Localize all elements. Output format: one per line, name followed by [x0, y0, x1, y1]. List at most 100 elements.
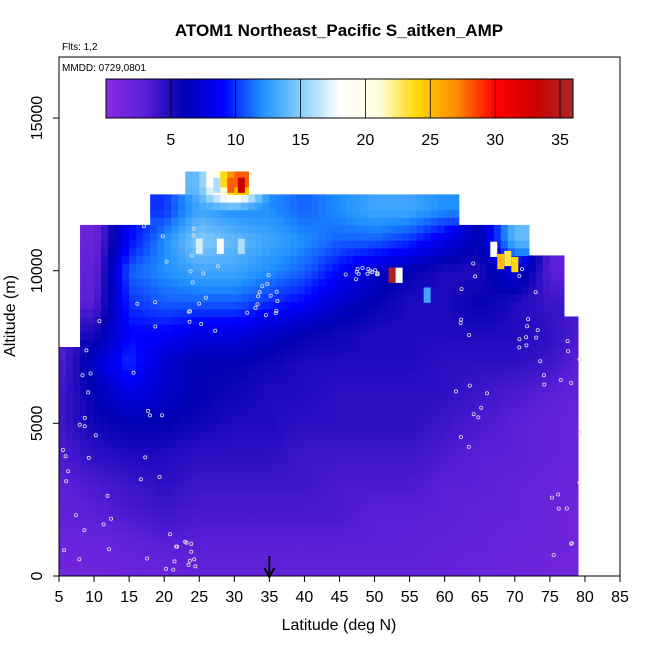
heatmap-cell	[402, 446, 411, 455]
heatmap-cell	[206, 209, 214, 218]
heatmap-cell	[304, 530, 313, 539]
heatmap-cell	[423, 522, 432, 531]
heatmap-cell	[248, 308, 256, 318]
heatmap-cell	[563, 507, 572, 516]
heatmap-cell	[262, 316, 270, 325]
heatmap-cell	[493, 553, 502, 562]
heatmap-cell	[528, 476, 537, 486]
heatmap-cell	[346, 331, 355, 340]
heatmap-cell	[500, 537, 509, 547]
heatmap-cell	[507, 240, 516, 249]
heatmap-cell	[262, 453, 270, 463]
heatmap-cell	[150, 469, 158, 478]
heatmap-cell	[444, 430, 453, 440]
heatmap-cell	[227, 362, 235, 371]
heatmap-cell	[332, 331, 341, 340]
heatmap-cell	[87, 438, 95, 447]
heatmap-cell	[339, 324, 348, 333]
heatmap-cell	[206, 423, 214, 432]
heatmap-cell	[472, 423, 481, 432]
heatmap-cell	[80, 362, 88, 371]
heatmap-cell	[353, 339, 362, 348]
heatmap-cell	[157, 255, 165, 264]
heatmap-cell	[444, 263, 453, 272]
heatmap-cell	[255, 392, 263, 402]
heatmap-cell	[234, 492, 242, 501]
heatmap-cell	[360, 423, 369, 432]
heatmap-cell	[472, 362, 481, 371]
heatmap-cell	[262, 232, 270, 241]
heatmap-cell	[374, 362, 383, 371]
heatmap-cell	[248, 240, 256, 249]
heatmap-cell	[262, 560, 270, 569]
heatmap-cell	[129, 530, 137, 539]
heatmap-cell	[374, 469, 383, 478]
heatmap-cell	[437, 568, 446, 576]
heatmap-cell	[227, 270, 235, 279]
heatmap-cell	[339, 308, 348, 318]
heatmap-cell	[297, 476, 306, 486]
heatmap-cell	[465, 514, 474, 524]
heatmap-cell	[346, 438, 355, 447]
heatmap-cell	[374, 560, 383, 569]
heatmap-cell	[276, 354, 284, 363]
heatmap-cell	[318, 209, 327, 218]
heatmap-cell	[262, 484, 270, 493]
heatmap-cell	[437, 293, 446, 302]
heatmap-cell	[423, 545, 432, 554]
heatmap-cell	[451, 545, 460, 554]
heatmap-cell	[479, 278, 488, 287]
heatmap-cell	[227, 385, 235, 394]
heatmap-cell	[248, 270, 256, 279]
heatmap-cell	[171, 514, 179, 524]
heatmap-cell	[451, 400, 460, 409]
heatmap-cell	[157, 553, 165, 562]
heatmap-cell	[227, 202, 235, 211]
heatmap-cell	[444, 400, 453, 409]
heatmap-cell	[108, 224, 116, 234]
flight-point	[60, 447, 65, 452]
heatmap-cell	[388, 385, 397, 394]
heatmap-cell	[255, 347, 263, 356]
heatmap-cell	[528, 430, 537, 440]
heatmap-cell	[465, 446, 474, 455]
heatmap-cell	[199, 415, 207, 424]
heatmap-cell	[94, 247, 102, 257]
heatmap-cell	[556, 438, 565, 447]
flight-point	[260, 284, 265, 289]
heatmap-cell	[297, 484, 306, 493]
heatmap-cell	[332, 553, 341, 562]
heatmap-cell	[192, 392, 200, 402]
heatmap-cell	[234, 171, 242, 180]
heatmap-cell	[143, 385, 151, 394]
heatmap-cell	[122, 438, 130, 447]
heatmap-cell	[542, 514, 551, 524]
heatmap-cell	[332, 545, 341, 554]
heatmap-cell	[59, 492, 67, 501]
heatmap-cell	[535, 415, 544, 424]
heatmap-cell	[325, 476, 334, 486]
heatmap-cell	[500, 316, 509, 325]
heatmap-cell	[241, 415, 249, 424]
heatmap-cell	[94, 331, 102, 340]
heatmap-cell	[234, 270, 242, 279]
heatmap-cell	[374, 507, 383, 516]
heatmap-cell	[332, 484, 341, 493]
heatmap-cell	[465, 324, 474, 333]
heatmap-cell	[521, 339, 530, 348]
heatmap-cell	[304, 484, 313, 493]
heatmap-cell	[542, 369, 551, 379]
heatmap-cell	[290, 430, 299, 440]
heatmap-cell	[241, 255, 249, 264]
heatmap-hotspot	[423, 287, 431, 303]
heatmap-cell	[458, 347, 467, 356]
heatmap-cell	[535, 522, 544, 531]
heatmap-cell	[234, 263, 242, 272]
heatmap-cell	[458, 537, 467, 547]
heatmap-cell	[395, 385, 404, 394]
heatmap-cell	[388, 499, 397, 508]
flight-point	[54, 370, 57, 373]
heatmap-cell	[486, 438, 495, 447]
heatmap-cell	[374, 247, 383, 257]
heatmap-cell	[164, 469, 172, 478]
